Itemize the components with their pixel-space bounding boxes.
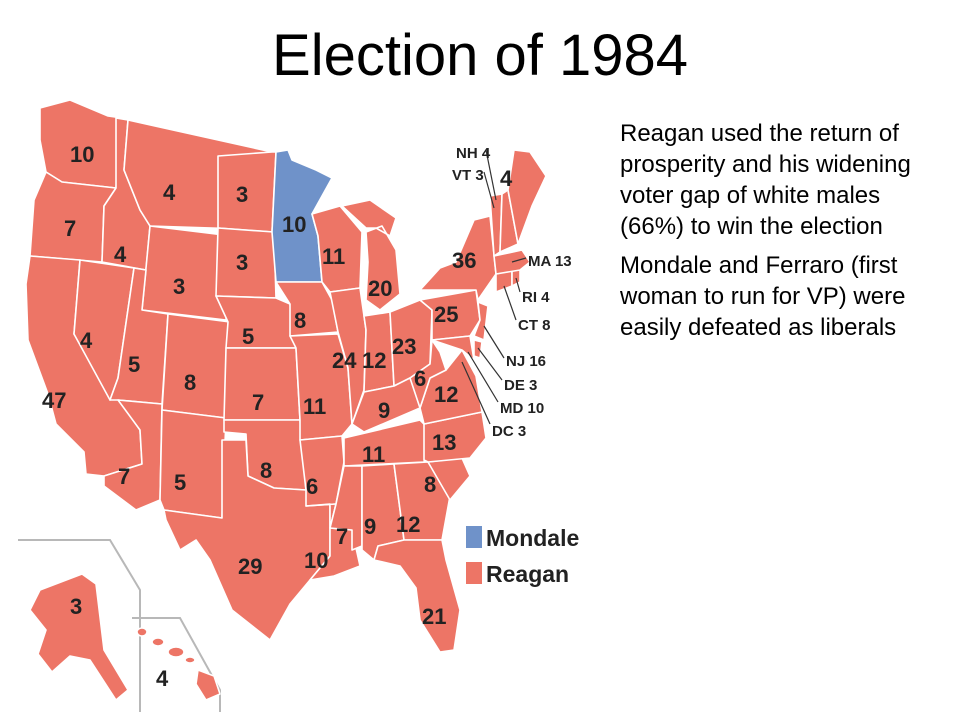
label-wv: 6 — [414, 366, 426, 391]
legend-swatch-mondale — [466, 526, 482, 548]
state-me — [507, 149, 547, 245]
callout-ma: MA 13 — [528, 253, 572, 270]
label-ca: 47 — [42, 388, 66, 413]
state-ms — [329, 465, 363, 551]
callout-ri: RI 4 — [522, 289, 550, 306]
hawaii-inset-border — [132, 617, 221, 712]
state-hi — [136, 627, 221, 701]
callout-md: MD 10 — [500, 400, 544, 417]
label-nc: 13 — [432, 430, 456, 455]
label-oh: 23 — [392, 334, 416, 359]
label-ny: 36 — [452, 248, 476, 273]
label-me: 4 — [500, 166, 513, 191]
label-wa: 10 — [70, 142, 94, 167]
label-or: 7 — [64, 216, 76, 241]
label-mi: 20 — [368, 276, 392, 301]
callout-ct: CT 8 — [518, 317, 551, 334]
label-il: 24 — [332, 348, 357, 373]
label-tx: 29 — [238, 554, 262, 579]
label-sc: 8 — [424, 472, 436, 497]
state-tx — [163, 439, 331, 641]
state-ma — [493, 249, 531, 275]
legend: Mondale Reagan — [466, 525, 579, 587]
label-wi: 11 — [322, 244, 345, 269]
label-al: 9 — [364, 514, 376, 539]
state-nm — [159, 409, 227, 519]
label-ak: 3 — [70, 594, 82, 619]
label-nv: 4 — [80, 328, 93, 353]
callout-de: DE 3 — [504, 377, 537, 394]
label-ky: 9 — [378, 398, 390, 423]
label-ar: 6 — [306, 474, 318, 499]
label-fl: 21 — [422, 604, 446, 629]
callouts: NH 4 VT 3 MA 13 RI 4 CT 8 NJ 16 DE 3 MD … — [452, 145, 572, 440]
callout-nj: NJ 16 — [506, 353, 546, 370]
label-ok: 8 — [260, 458, 272, 483]
label-sd: 3 — [236, 250, 248, 275]
alaska-inset-border — [18, 539, 141, 712]
state-labels: 10 7 47 4 4 4 3 5 7 8 5 3 3 5 7 8 29 10 … — [42, 142, 513, 691]
legend-swatch-reagan — [466, 562, 482, 584]
label-co: 8 — [184, 370, 196, 395]
notes-text: Reagan used the return of prosperity and… — [620, 118, 940, 351]
state-fl — [373, 539, 461, 653]
label-az: 7 — [118, 464, 130, 489]
label-ga: 12 — [396, 512, 420, 537]
label-la: 10 — [304, 548, 328, 573]
label-mo: 11 — [303, 394, 326, 419]
note-reagan: Reagan used the return of prosperity and… — [620, 120, 911, 240]
label-id: 4 — [114, 242, 127, 267]
state-wv — [409, 339, 447, 409]
note-mondale: Mondale and Ferraro (first woman to run … — [620, 252, 906, 341]
label-ut: 5 — [128, 352, 140, 377]
label-mn: 10 — [282, 212, 306, 237]
label-ia: 8 — [294, 308, 306, 333]
label-ms: 7 — [336, 524, 348, 549]
callout-dc: DC 3 — [492, 423, 526, 440]
label-hi: 4 — [156, 666, 169, 691]
label-va: 12 — [434, 382, 458, 407]
label-mt: 4 — [163, 180, 176, 205]
state-ak — [29, 573, 129, 701]
label-ne: 5 — [242, 324, 254, 349]
state-mi — [341, 199, 401, 311]
callout-nh: NH 4 — [456, 145, 491, 162]
label-tn: 11 — [362, 442, 385, 467]
callout-vt: VT 3 — [452, 167, 484, 184]
label-nd: 3 — [236, 182, 248, 207]
state-md — [431, 335, 475, 361]
label-nm: 5 — [174, 470, 186, 495]
label-in: 12 — [362, 348, 386, 373]
slide-title: Election of 1984 — [272, 23, 688, 88]
label-ks: 7 — [252, 390, 264, 415]
legend-label-mondale: Mondale — [486, 525, 579, 551]
legend-label-reagan: Reagan — [486, 561, 569, 587]
state-ny — [419, 215, 497, 301]
label-wy: 3 — [173, 274, 185, 299]
state-co — [161, 313, 231, 419]
label-pa: 25 — [434, 302, 458, 327]
state-ne — [215, 295, 297, 349]
state-nj — [473, 301, 489, 341]
state-ga — [393, 461, 451, 541]
